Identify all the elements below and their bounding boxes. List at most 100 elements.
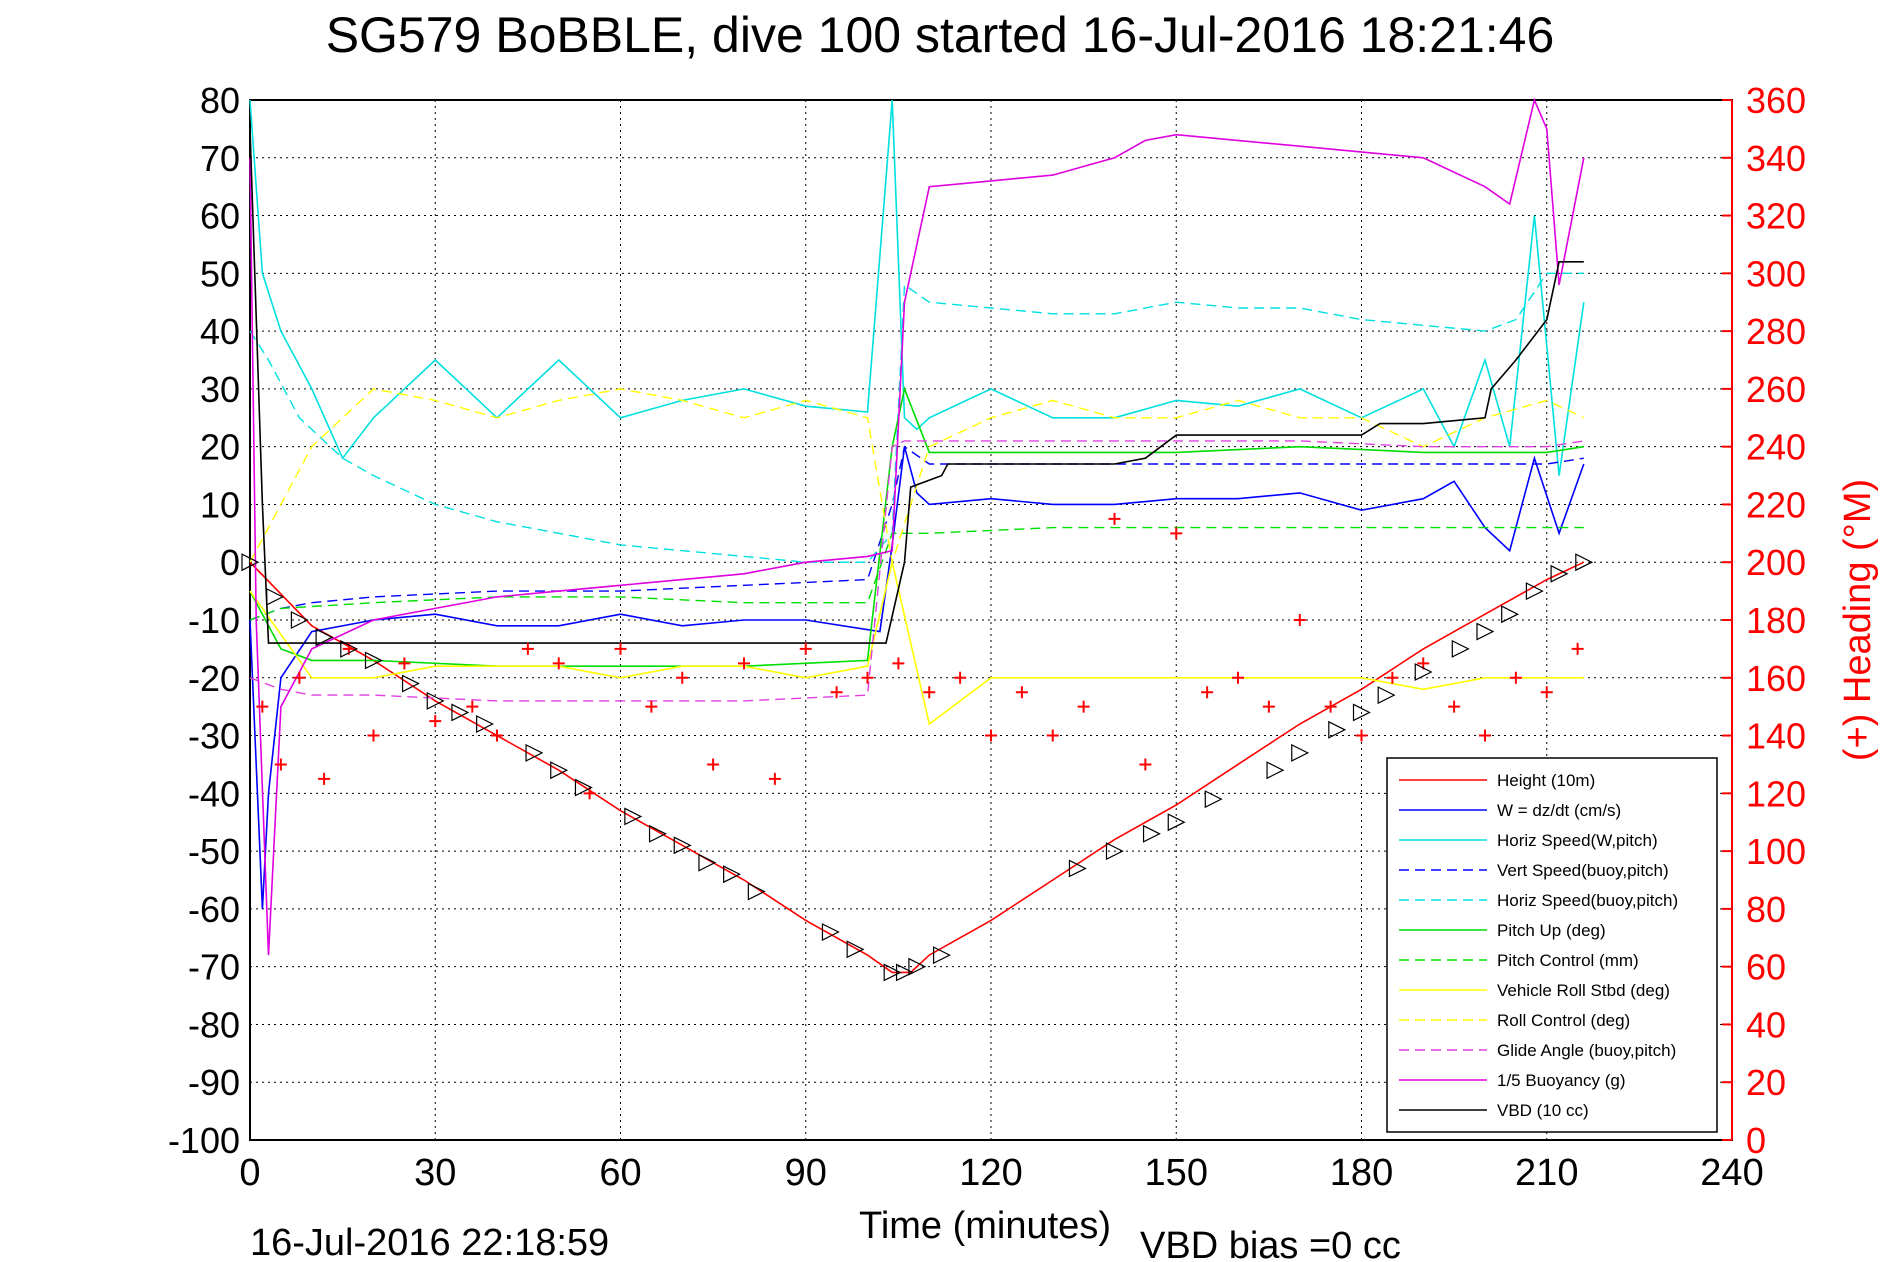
sample-marker	[723, 865, 741, 884]
heading-point	[491, 729, 503, 742]
legend-label: Horiz Speed(W,pitch)	[1497, 831, 1658, 850]
y-right-tick-label: 20	[1746, 1062, 1786, 1103]
y-right-tick-label: 240	[1746, 427, 1806, 468]
heading-point	[274, 758, 287, 771]
heading-point	[1355, 729, 1368, 742]
y-right-tick-label: 340	[1746, 138, 1806, 179]
series-glide-angle-buoy-pitch	[249, 440, 1584, 702]
y-tick-label: 20	[200, 427, 240, 468]
sample-marker	[1352, 703, 1371, 722]
heading-point	[645, 700, 658, 713]
heading-point	[1108, 512, 1121, 525]
sample-marker	[895, 963, 914, 982]
grid-lines	[249, 99, 1733, 1141]
sample-marker	[315, 628, 334, 647]
y-axis-right-label: (+) Heading (°M)	[1837, 479, 1879, 761]
sample-marker	[1167, 813, 1186, 832]
x-tick-label: 60	[599, 1152, 641, 1194]
legend-label: Height (10m)	[1497, 771, 1595, 790]
sample-marker	[401, 674, 420, 693]
heading-point	[954, 671, 967, 684]
heading-point	[614, 642, 627, 655]
y-axis-right: 3603403203002802602402202001801601401201…	[1722, 80, 1806, 1161]
legend-label: Vehicle Roll Stbd (deg)	[1497, 981, 1670, 1000]
sample-marker	[426, 691, 445, 710]
heading-point	[583, 787, 596, 800]
y-right-tick-label: 360	[1746, 80, 1806, 121]
sample-marker	[1476, 622, 1495, 641]
series-1-5-buoyancy-g	[249, 97, 1585, 956]
sample-marker	[1377, 686, 1396, 705]
y-right-tick-label: 300	[1746, 253, 1806, 294]
heading-point	[1015, 686, 1028, 699]
heading-point	[293, 671, 306, 684]
heading-point	[676, 671, 689, 684]
sample-marker	[1142, 824, 1161, 843]
sample-marker	[525, 743, 544, 762]
series-roll-control-deg	[249, 388, 1585, 563]
y-tick-label: -90	[188, 1062, 240, 1103]
legend: Height (10m) W = dz/dt (cm/s) Horiz Speed(…	[1386, 757, 1718, 1133]
y-axis-left: 80 70 60 50 40 30 20 10 0 -10 -20 -30 -40 -50 -60 -70 -8…	[168, 80, 240, 1161]
heading-point	[466, 700, 479, 713]
heading-point	[1046, 729, 1059, 742]
heading-point	[521, 642, 534, 655]
chart-title: SG579 BoBBLE, dive 100 started 16-Jul-20…	[326, 7, 1555, 63]
sample-marker	[933, 946, 951, 965]
x-tick-label: 0	[239, 1152, 260, 1194]
sample-marker	[1451, 639, 1470, 658]
x-tick-label: 120	[959, 1152, 1022, 1194]
y-tick-label: -50	[188, 831, 240, 872]
sample-marker	[1328, 720, 1347, 739]
series-w-dz-dt-cm-s	[249, 446, 1585, 909]
heading-point	[738, 657, 750, 670]
y-tick-label: 30	[200, 369, 240, 410]
series-vehicle-roll-stbd-deg	[249, 562, 1584, 726]
heading-point	[429, 715, 442, 728]
x-tick-label: 30	[414, 1152, 456, 1194]
legend-label: Pitch Up (deg)	[1497, 921, 1606, 940]
y-tick-label: 50	[200, 253, 240, 294]
heading-point	[892, 657, 905, 670]
y-right-tick-label: 280	[1746, 311, 1806, 352]
y-tick-label: 80	[200, 80, 240, 121]
y-tick-label: 40	[200, 311, 240, 352]
heading-point	[1077, 700, 1090, 713]
heading-point	[861, 671, 874, 684]
heading-point	[256, 700, 269, 713]
heading-point	[1571, 642, 1584, 655]
y-tick-label: 60	[200, 196, 240, 237]
y-tick-label: 0	[220, 542, 240, 583]
y-right-tick-label: 180	[1746, 600, 1806, 641]
y-right-tick-label: 120	[1746, 773, 1806, 814]
series-horiz-speed-w-pitch	[249, 99, 1585, 476]
y-tick-label: -80	[188, 1004, 240, 1045]
y-tick-label: -40	[188, 773, 240, 814]
legend-label: VBD (10 cc)	[1497, 1101, 1589, 1120]
heading-point	[1540, 686, 1553, 699]
sample-marker	[673, 836, 692, 855]
sample-marker	[624, 807, 643, 826]
sample-marker	[476, 715, 494, 733]
heading-point	[367, 729, 380, 742]
heading-point	[552, 657, 565, 670]
sample-marker	[451, 703, 470, 722]
heading-point	[1293, 614, 1306, 626]
heading-point	[1170, 527, 1183, 540]
legend-label: Roll Control (deg)	[1497, 1011, 1630, 1030]
heading-point	[1448, 700, 1461, 713]
legend-label: Pitch Control (mm)	[1497, 951, 1639, 970]
footer-date: 16-Jul-2016 22:18:59	[250, 1222, 609, 1262]
legend-label: W = dz/dt (cm/s)	[1497, 801, 1621, 820]
y-right-tick-label: 200	[1746, 542, 1806, 583]
sample-marker	[1204, 790, 1223, 809]
sample-marker	[1291, 743, 1310, 762]
sample-marker	[241, 553, 260, 572]
sample-marker	[290, 611, 309, 629]
sample-marker	[1501, 605, 1520, 624]
legend-label: 1/5 Buoyancy (g)	[1497, 1071, 1626, 1090]
x-tick-label: 90	[785, 1152, 827, 1194]
series-vert-speed-buoy-pitch	[249, 445, 1584, 621]
y-right-tick-label: 320	[1746, 196, 1806, 237]
sample-marker	[1550, 564, 1569, 583]
